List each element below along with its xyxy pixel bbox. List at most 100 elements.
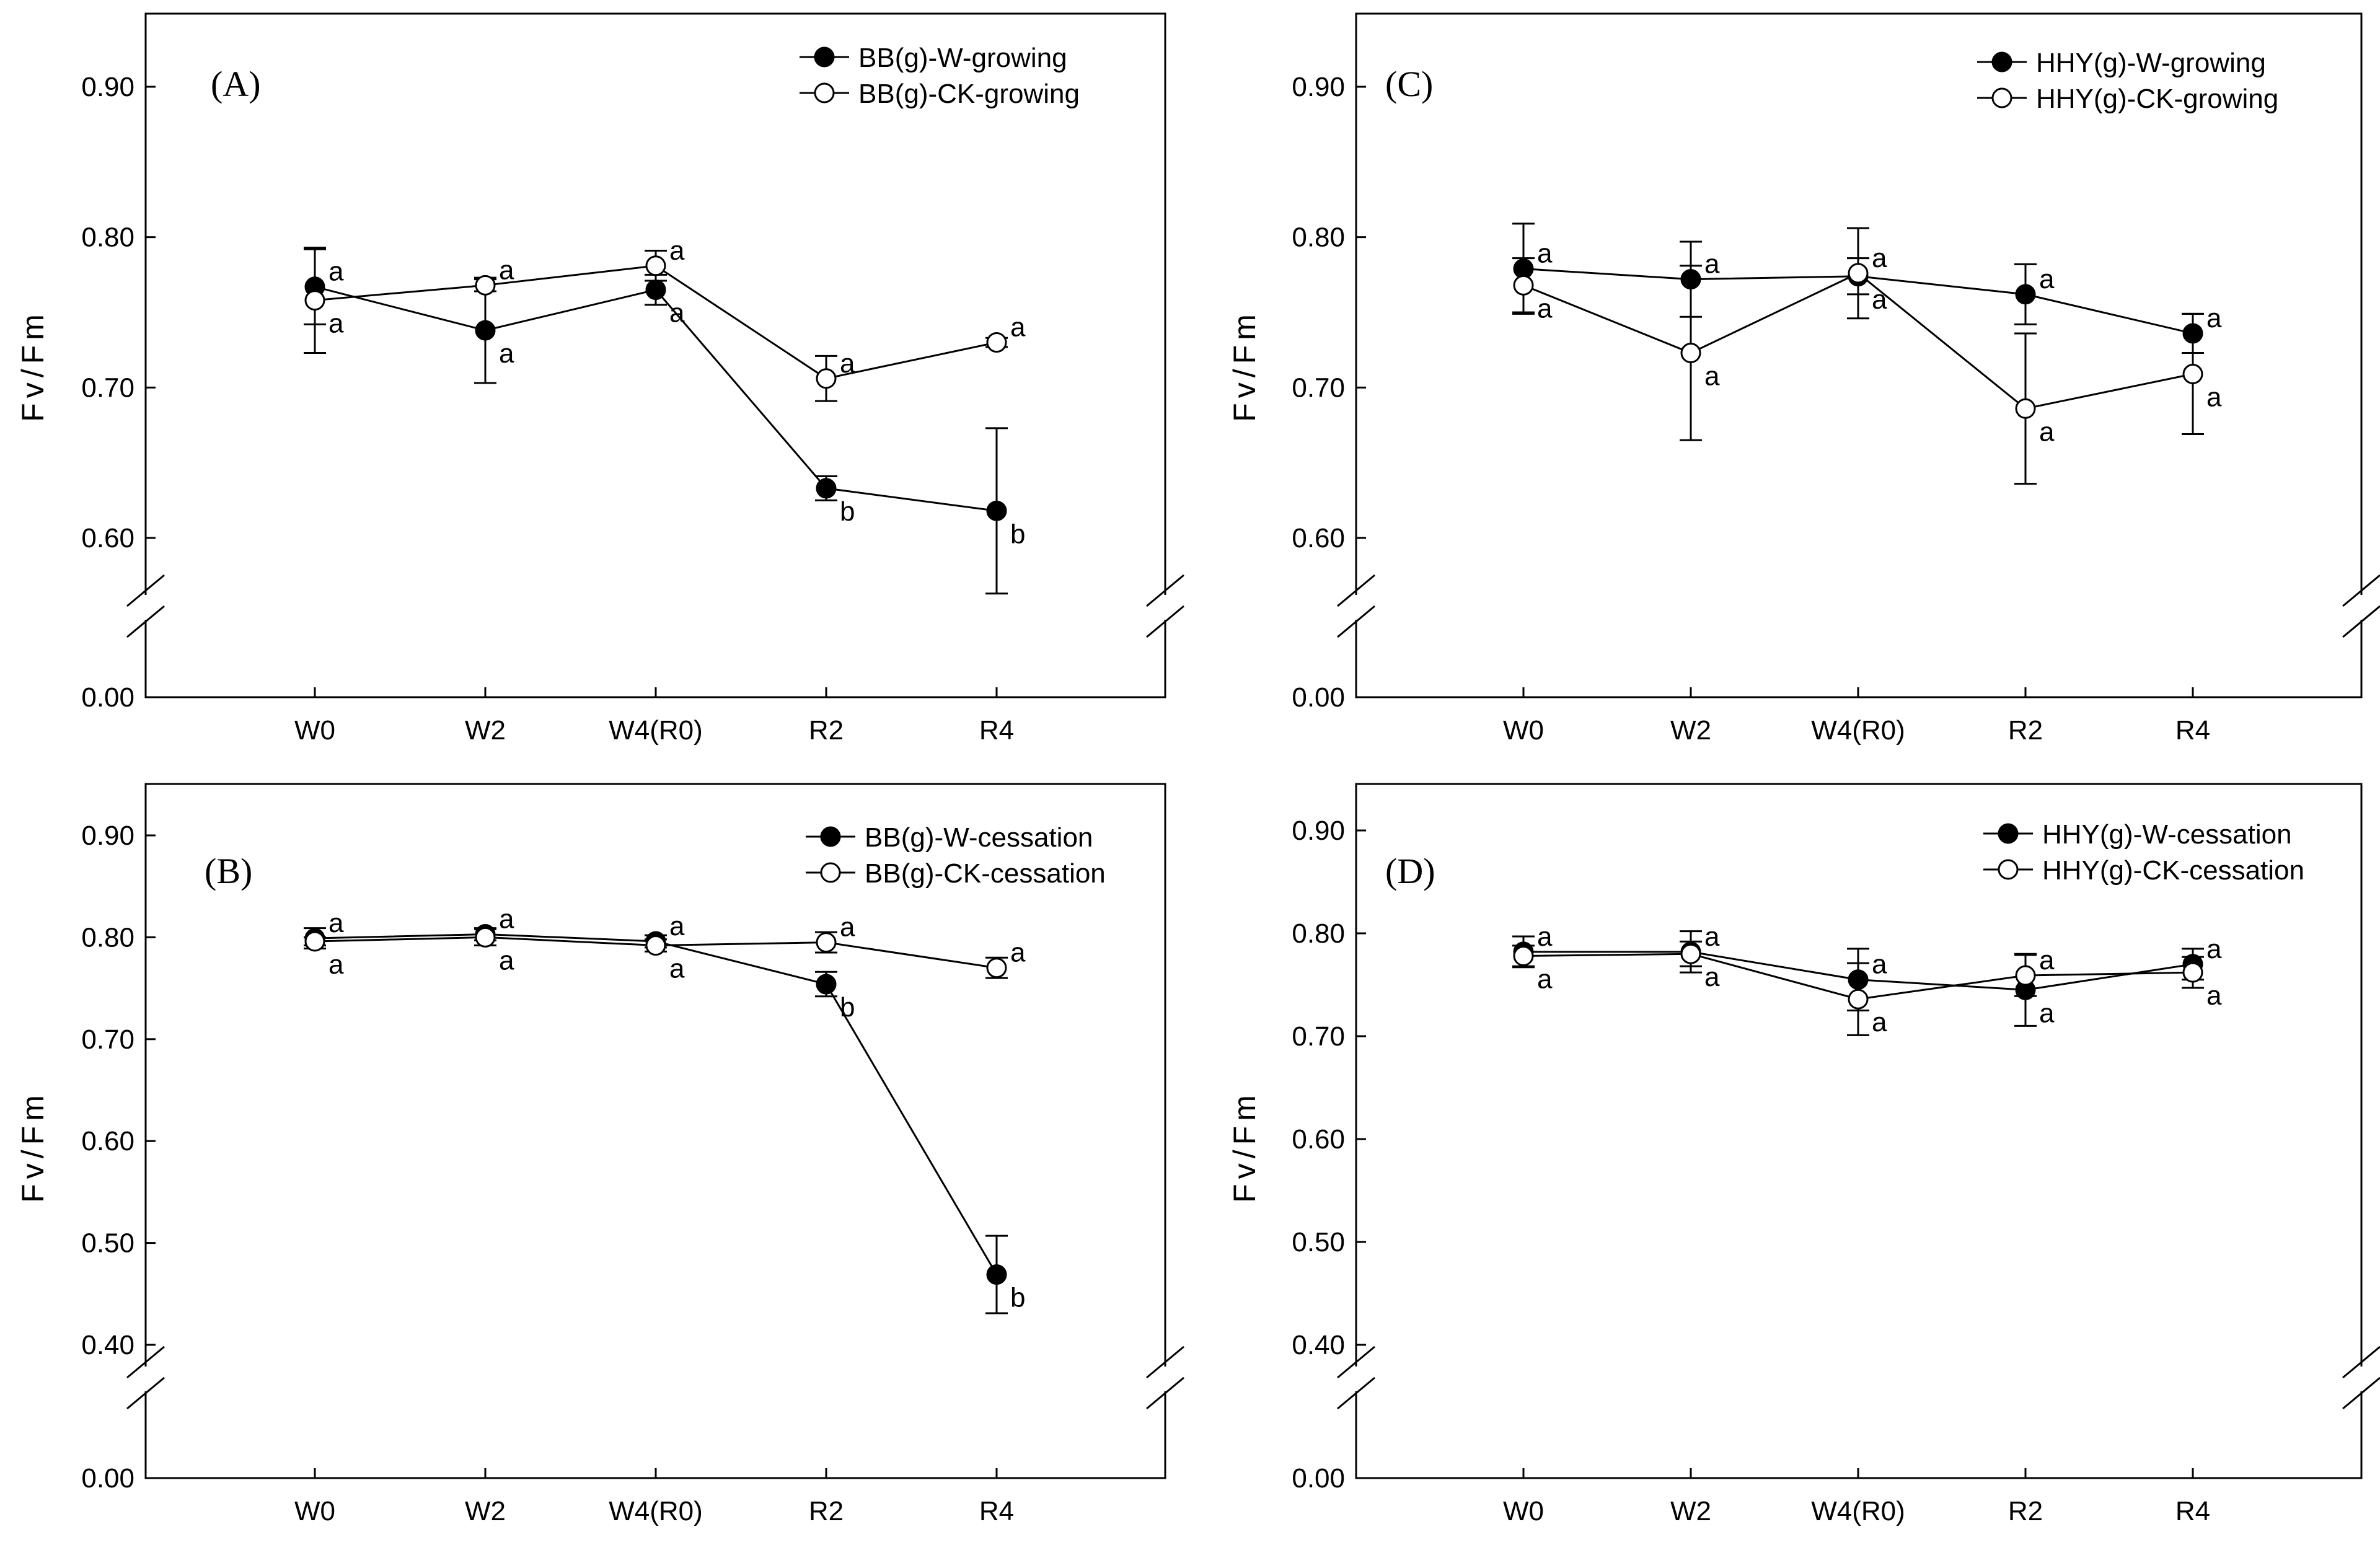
significance-letter: a [499, 338, 514, 369]
significance-letter: a [2039, 945, 2055, 975]
axis-break-mark [2342, 605, 2380, 638]
axis-break-mark [1337, 605, 1375, 638]
y-tick-label: 0.90 [81, 821, 134, 851]
data-point [2182, 363, 2203, 384]
y-tick-label: 0.00 [1292, 682, 1345, 713]
significance-letter: a [328, 949, 344, 980]
axis-break-mark [1146, 574, 1184, 607]
data-point [645, 935, 666, 956]
x-tick-label: W2 [465, 1496, 506, 1526]
significance-letter: a [328, 908, 344, 938]
axis-break-mark [1337, 1376, 1375, 1410]
series-line [314, 286, 997, 512]
legend-entry: BB(g)-CK-cessation [865, 858, 1106, 889]
y-tick-label: 0.80 [1292, 918, 1345, 949]
data-point [645, 255, 666, 276]
significance-letter: a [840, 912, 855, 943]
legend: HHY(g)-W-cessation HHY(g)-CK-cessation [1983, 819, 2304, 886]
legend-entry: HHY(g)-W-growing [2036, 48, 2266, 78]
data-point [2015, 965, 2036, 986]
significance-letter: b [1010, 519, 1025, 549]
panel-b: 0.00 0.40 0.50 0.60 0.70 0.80 0.90 Fv/Fm W0 W2 W4(… [15, 783, 1184, 1526]
data-point [304, 290, 325, 311]
legend-entry: BB(g)-CK-growing [858, 79, 1080, 109]
axis-break-mark [1337, 574, 1375, 607]
panel-label: (B) [205, 851, 252, 891]
data-point [475, 927, 496, 948]
significance-letter: a [2206, 934, 2222, 964]
significance-letter: a [1704, 922, 1720, 952]
data-point [304, 931, 325, 952]
axis-break-mark [2342, 574, 2380, 607]
x-tick-label: R4 [979, 1496, 1014, 1526]
y-axis-label: Fv/Fm [1227, 309, 1262, 422]
panel-a: 0.00 0.60 0.70 0.80 0.90 Fv/Fm W0 W2 W4(R0) R2 R4 (… [15, 12, 1184, 746]
data-point [2182, 962, 2203, 983]
legend-entry: BB(g)-W-cessation [865, 822, 1093, 853]
data-point [475, 275, 496, 296]
plot-frame [1355, 783, 2363, 1479]
significance-letter: a [1872, 284, 1887, 315]
x-tick-label: R4 [979, 715, 1014, 746]
legend-marker [820, 862, 841, 883]
data-point [2015, 284, 2036, 305]
x-tick-label: W0 [294, 1496, 335, 1526]
data-point [816, 368, 837, 389]
legend-marker [1998, 859, 2019, 880]
legend-marker [820, 826, 841, 847]
y-tick-label: 0.70 [1292, 1021, 1345, 1052]
y-tick-label: 0.70 [1292, 372, 1345, 403]
legend: HHY(g)-W-growing HHY(g)-CK-growing [1977, 48, 2278, 114]
panel-label: (A) [211, 64, 261, 104]
significance-letter: a [2206, 980, 2222, 1011]
x-tick-label: W0 [294, 715, 335, 746]
x-tick-label: W2 [1670, 715, 1711, 746]
data-point [1513, 275, 1534, 296]
significance-letter: a [1704, 361, 1720, 392]
y-tick-label: 0.80 [81, 222, 134, 253]
significance-letter: a [1537, 964, 1553, 995]
axis-break-mark [126, 605, 165, 638]
y-axis-label: Fv/Fm [15, 309, 50, 422]
data-point [645, 280, 666, 301]
y-tick-label: 0.00 [1292, 1463, 1345, 1494]
x-tick-label: R4 [2175, 1496, 2210, 1526]
panel-label: (D) [1385, 851, 1435, 891]
data-point [816, 932, 837, 953]
y-tick-label: 0.60 [81, 523, 134, 553]
y-tick-label: 0.90 [1292, 72, 1345, 102]
panel-d: 0.00 0.40 0.50 0.60 0.70 0.80 0.90 Fv/Fm W0 W2 W4(… [1227, 783, 2380, 1526]
significance-letter: a [1010, 312, 1026, 343]
y-axis-label: Fv/Fm [15, 1090, 50, 1203]
axis-break-mark [1146, 1376, 1184, 1410]
data-point [816, 974, 837, 995]
panel-c: 0.00 0.60 0.70 0.80 0.90 Fv/Fm W0 W2 W4(R0) R2 R4 (… [1227, 12, 2380, 746]
significance-letter: a [1704, 962, 1720, 992]
significance-letter: a [499, 255, 514, 285]
axis-break-mark [126, 1345, 165, 1379]
significance-letter: a [2039, 416, 2055, 447]
y-tick-label: 0.70 [81, 372, 134, 403]
data-point [475, 320, 496, 341]
y-tick-label: 0.50 [1292, 1227, 1345, 1257]
data-point [1680, 343, 1701, 364]
x-tick-label: W4(R0) [609, 715, 703, 746]
significance-letter: a [328, 309, 344, 339]
x-tick-label: W2 [465, 715, 506, 746]
significance-letter: a [669, 954, 685, 984]
data-point [986, 500, 1007, 521]
axis-break-mark [2342, 1376, 2380, 1410]
y-tick-label: 0.70 [81, 1024, 134, 1055]
legend: BB(g)-W-cessation BB(g)-CK-cessation [806, 822, 1106, 889]
x-tick-label: W0 [1503, 1496, 1544, 1526]
x-tick-label: W4(R0) [1811, 715, 1905, 746]
significance-letter: a [669, 911, 685, 941]
x-tick-label: W4(R0) [609, 1496, 703, 1526]
x-tick-label: R4 [2175, 715, 2210, 746]
y-tick-label: 0.40 [81, 1330, 134, 1360]
